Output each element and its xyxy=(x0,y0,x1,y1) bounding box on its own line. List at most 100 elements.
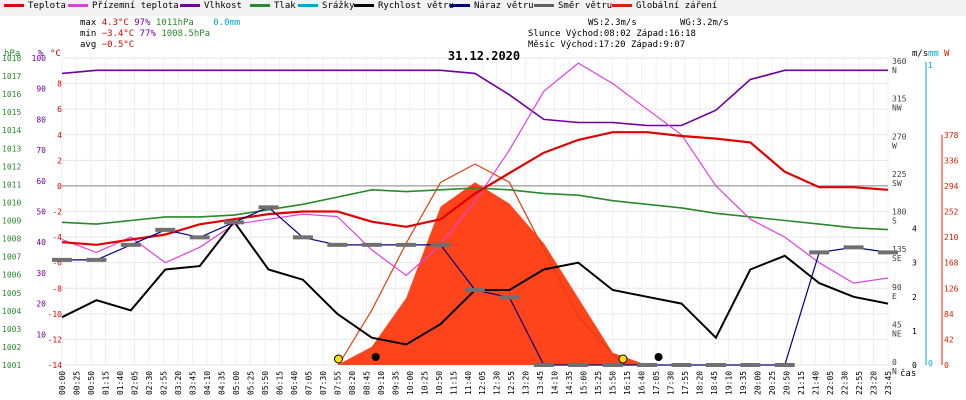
tick-time: 09:10 xyxy=(377,371,386,395)
tick-wind-dir-compass: E xyxy=(892,292,897,301)
stats-avg-row: avg −0.5°C xyxy=(80,40,135,50)
tick-pressure: 1007 xyxy=(2,253,21,262)
axis-label-wind-speed: m/s xyxy=(912,49,928,59)
tick-radiation: 168 xyxy=(944,259,959,268)
tick-temperature: 8 xyxy=(57,80,62,89)
tick-wind-dir-compass: N xyxy=(892,66,897,75)
clear-sky-radiation xyxy=(337,163,624,366)
tick-time: 17:05 xyxy=(652,371,661,395)
tick-time: 14:35 xyxy=(565,371,574,395)
tick-pressure: 1009 xyxy=(2,217,21,226)
series-smer-vetru-mark xyxy=(602,363,623,367)
tick-temperature: -4 xyxy=(52,233,62,242)
tick-time: 11:40 xyxy=(464,371,473,395)
tick-time: 05:50 xyxy=(261,371,270,395)
series-smer-vetru-mark xyxy=(86,257,107,262)
tick-radiation: 126 xyxy=(944,284,959,293)
axis-label-temperature: °C xyxy=(50,49,61,59)
tick-time: 14:10 xyxy=(551,371,560,395)
stats-min-row: min −3.4°C 77% 1008.5hPa xyxy=(80,29,211,39)
series-smer-vetru-mark xyxy=(189,235,210,240)
tick-time: 06:15 xyxy=(275,371,284,395)
legend-bar: Teplota Přízemní teplota Vlhkost Tlak Sr… xyxy=(0,0,966,16)
series-smer-vetru-mark xyxy=(465,287,485,292)
stats-max-row: max 4.3°C 97% 1011hPa 0.0mm xyxy=(80,18,241,28)
series-smer-vetru-mark xyxy=(258,205,279,210)
tick-radiation: 0 xyxy=(944,361,949,370)
axis-label-radiation: W xyxy=(944,49,950,59)
tick-wind-dir: 45 xyxy=(892,320,902,329)
series-smer-vetru-mark xyxy=(705,363,726,367)
tick-humidity: 50 xyxy=(36,208,46,217)
tick-temperature: 4 xyxy=(57,131,62,140)
tick-radiation: 84 xyxy=(944,310,954,319)
series-smer-vetru-mark xyxy=(809,250,830,255)
tick-time: 21:40 xyxy=(812,371,821,395)
tick-humidity: 100 xyxy=(32,54,47,63)
series-smer-vetru-mark xyxy=(843,245,864,250)
stats-wind-gust: WG:3.2m/s xyxy=(680,18,729,28)
tick-time: 16:40 xyxy=(638,371,647,395)
legend-vlhkost: Vlhkost xyxy=(180,1,242,11)
tick-time: 19:10 xyxy=(725,371,734,395)
tick-time: 12:30 xyxy=(493,371,502,395)
tick-radiation: 294 xyxy=(944,182,959,191)
tick-time: 07:55 xyxy=(333,371,342,395)
tick-pressure: 1003 xyxy=(2,325,21,334)
sunset-marker xyxy=(618,354,628,364)
tick-temperature: -10 xyxy=(48,310,63,319)
tick-wind-dir: 315 xyxy=(892,95,907,104)
tick-time: 17:55 xyxy=(681,371,690,395)
tick-humidity: 30 xyxy=(36,269,46,278)
legend-swatch xyxy=(354,4,374,7)
tick-time: 19:35 xyxy=(739,371,748,395)
tick-time: 02:30 xyxy=(145,371,154,395)
tick-wind-dir-compass: NE xyxy=(892,329,902,338)
tick-pressure: 1012 xyxy=(2,162,21,171)
stats-moon-times: Měsíc Východ:17:20 Západ:9:07 xyxy=(528,40,686,50)
tick-time: 22:55 xyxy=(855,371,864,395)
series-smer-vetru-mark xyxy=(533,363,554,367)
tick-time: 06:40 xyxy=(290,371,299,395)
series-smer-vetru-mark xyxy=(361,242,382,247)
tick-pressure: 1016 xyxy=(2,90,21,99)
tick-time: 17:30 xyxy=(667,371,676,395)
legend-swatch xyxy=(534,4,554,7)
tick-time: 07:30 xyxy=(319,371,328,395)
tick-time: 04:10 xyxy=(203,371,212,395)
tick-time: 18:20 xyxy=(696,371,705,395)
tick-humidity: 20 xyxy=(36,300,46,309)
legend-swatch xyxy=(180,4,200,7)
tick-pressure: 1005 xyxy=(2,289,21,298)
series-smer-vetru-mark xyxy=(774,363,795,367)
tick-time: 00:00 xyxy=(58,371,67,395)
tick-humidity: 40 xyxy=(36,238,46,247)
tick-temperature: 0 xyxy=(57,182,62,191)
stats-wind-speed: WS:2.3m/s xyxy=(588,18,637,28)
tick-time: 00:25 xyxy=(72,371,81,395)
legend-smer-vetru: Směr větru xyxy=(534,1,612,11)
tick-time: 07:05 xyxy=(304,371,313,395)
tick-time: 12:05 xyxy=(478,371,487,395)
tick-time: 23:20 xyxy=(870,371,879,395)
tick-temperature: -2 xyxy=(52,208,62,217)
tick-time: 05:25 xyxy=(246,371,255,395)
tick-pressure: 1010 xyxy=(2,198,21,207)
series-smer-vetru-mark xyxy=(155,227,176,232)
tick-time: 20:25 xyxy=(768,371,777,395)
series-smer-vetru-mark xyxy=(568,363,589,367)
tick-time: 08:20 xyxy=(348,371,357,395)
moonset-marker xyxy=(371,353,380,361)
tick-wind-dir: 270 xyxy=(892,132,907,141)
x-axis-label: čas xyxy=(900,368,916,379)
tick-time: 13:20 xyxy=(522,371,531,395)
tick-wind-dir: 180 xyxy=(892,208,907,217)
legend-teplota: Teplota xyxy=(4,1,66,11)
legend-swatch xyxy=(250,4,270,7)
series-smer-vetru-mark xyxy=(671,363,692,367)
tick-pressure: 1008 xyxy=(2,235,21,244)
tick-temperature: 6 xyxy=(57,105,62,114)
tick-wind-dir-compass: S xyxy=(892,217,897,226)
tick-time: 02:55 xyxy=(159,371,168,395)
tick-humidity: 80 xyxy=(36,115,46,124)
